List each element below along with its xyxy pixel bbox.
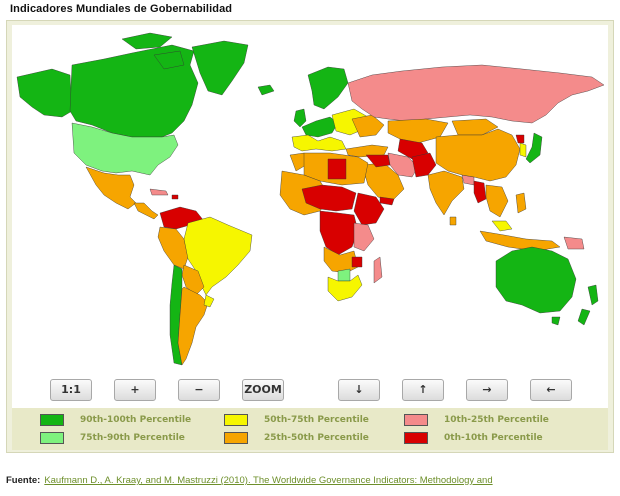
region-botswana[interactable] — [337, 268, 351, 282]
region-png[interactable] — [563, 236, 585, 250]
region-usa[interactable] — [71, 122, 179, 176]
source-link[interactable]: Kaufmann D., A. Kraay, and M. Mastruzzi … — [44, 475, 493, 486]
legend-label-25-50: 25th-50th Percentile — [264, 433, 369, 443]
legend-swatch-50-75 — [224, 414, 248, 426]
source-label: Fuente: — [6, 475, 41, 486]
legend-swatch-0-10 — [404, 432, 428, 444]
region-tasmania[interactable] — [551, 316, 561, 326]
region-sri-lanka[interactable] — [449, 216, 457, 226]
legend-label-90-100: 90th-100th Percentile — [80, 415, 192, 425]
region-uk[interactable] — [293, 108, 307, 128]
legend-swatch-90-100 — [40, 414, 64, 426]
region-haiti[interactable] — [171, 194, 179, 200]
world-map[interactable]: 1:1 + − ZOOM ↓ ↑ → ← — [12, 25, 608, 425]
world-choropleth[interactable] — [12, 25, 608, 425]
region-uruguay[interactable] — [203, 294, 215, 308]
pan-left-button[interactable]: ← — [530, 379, 572, 401]
region-greenland[interactable] — [191, 40, 249, 96]
region-peru-ecuador[interactable] — [157, 226, 189, 270]
map-navigation-bar: 1:1 + − ZOOM ↓ ↑ → ← — [12, 377, 608, 407]
region-zimbabwe[interactable] — [351, 256, 363, 268]
region-angola-zambia[interactable] — [323, 246, 359, 274]
legend-swatch-10-25 — [404, 414, 428, 426]
region-central-america[interactable] — [133, 202, 159, 220]
region-japan[interactable] — [525, 132, 543, 164]
map-legend: 90th-100th Percentile 75th-90th Percenti… — [12, 408, 608, 450]
region-morocco[interactable] — [289, 152, 307, 172]
region-libya[interactable] — [327, 158, 347, 180]
zoom-in-button[interactable]: + — [114, 379, 156, 401]
region-canada-islands[interactable] — [121, 32, 185, 70]
region-central-africa[interactable] — [319, 210, 359, 256]
region-western-europe[interactable] — [301, 116, 339, 138]
region-mexico[interactable] — [85, 166, 137, 210]
region-mongolia[interactable] — [451, 118, 499, 136]
region-brazil[interactable] — [183, 216, 253, 296]
legend-label-10-25: 10th-25th Percentile — [444, 415, 549, 425]
region-southern-europe[interactable] — [291, 134, 347, 152]
region-australia[interactable] — [495, 246, 577, 314]
region-south-africa[interactable] — [327, 274, 363, 302]
region-alaska[interactable] — [16, 68, 73, 118]
region-new-zealand[interactable] — [577, 284, 599, 326]
zoom-box-button[interactable]: ZOOM — [242, 379, 284, 401]
region-kazakhstan[interactable] — [387, 118, 449, 144]
reset-zoom-button[interactable]: 1:1 — [50, 379, 92, 401]
pan-right-button[interactable]: → — [466, 379, 508, 401]
region-scandinavia[interactable] — [307, 66, 349, 110]
legend-label-75-90: 75th-90th Percentile — [80, 433, 185, 443]
region-argentina[interactable] — [177, 286, 209, 366]
region-yemen[interactable] — [379, 196, 395, 206]
region-india[interactable] — [427, 170, 465, 216]
region-myanmar[interactable] — [473, 180, 487, 204]
region-russia[interactable] — [347, 64, 605, 124]
legend-label-50-75: 50th-75th Percentile — [264, 415, 369, 425]
page-title: Indicadores Mundiales de Gobernabilidad — [10, 3, 233, 15]
legend-label-0-10: 0th-10th Percentile — [444, 433, 543, 443]
region-iraq-syria[interactable] — [365, 154, 391, 168]
region-indonesia[interactable] — [479, 230, 561, 252]
pan-up-button[interactable]: ↑ — [402, 379, 444, 401]
region-ukraine-belarus[interactable] — [351, 114, 385, 138]
region-cuba[interactable] — [149, 188, 169, 196]
region-iceland[interactable] — [257, 84, 275, 96]
region-ethiopia-somalia[interactable] — [353, 192, 385, 226]
source-line: Fuente: Kaufmann D., A. Kraay, and M. Mas… — [6, 475, 493, 486]
legend-swatch-75-90 — [40, 432, 64, 444]
zoom-out-button[interactable]: − — [178, 379, 220, 401]
region-afghanistan-pakistan[interactable] — [411, 152, 437, 178]
region-korea[interactable] — [519, 142, 527, 158]
region-southeast-asia[interactable] — [485, 184, 509, 218]
region-philippines[interactable] — [515, 192, 527, 214]
region-malaysia[interactable] — [491, 220, 513, 232]
map-panel: 1:1 + − ZOOM ↓ ↑ → ← 90th-100th Percenti… — [6, 20, 614, 453]
region-china[interactable] — [435, 128, 521, 182]
region-north-korea[interactable] — [515, 134, 525, 144]
region-sahel[interactable] — [301, 184, 357, 212]
region-east-africa[interactable] — [353, 222, 375, 252]
pan-down-button[interactable]: ↓ — [338, 379, 380, 401]
region-madagascar[interactable] — [373, 256, 383, 284]
legend-swatch-25-50 — [224, 432, 248, 444]
